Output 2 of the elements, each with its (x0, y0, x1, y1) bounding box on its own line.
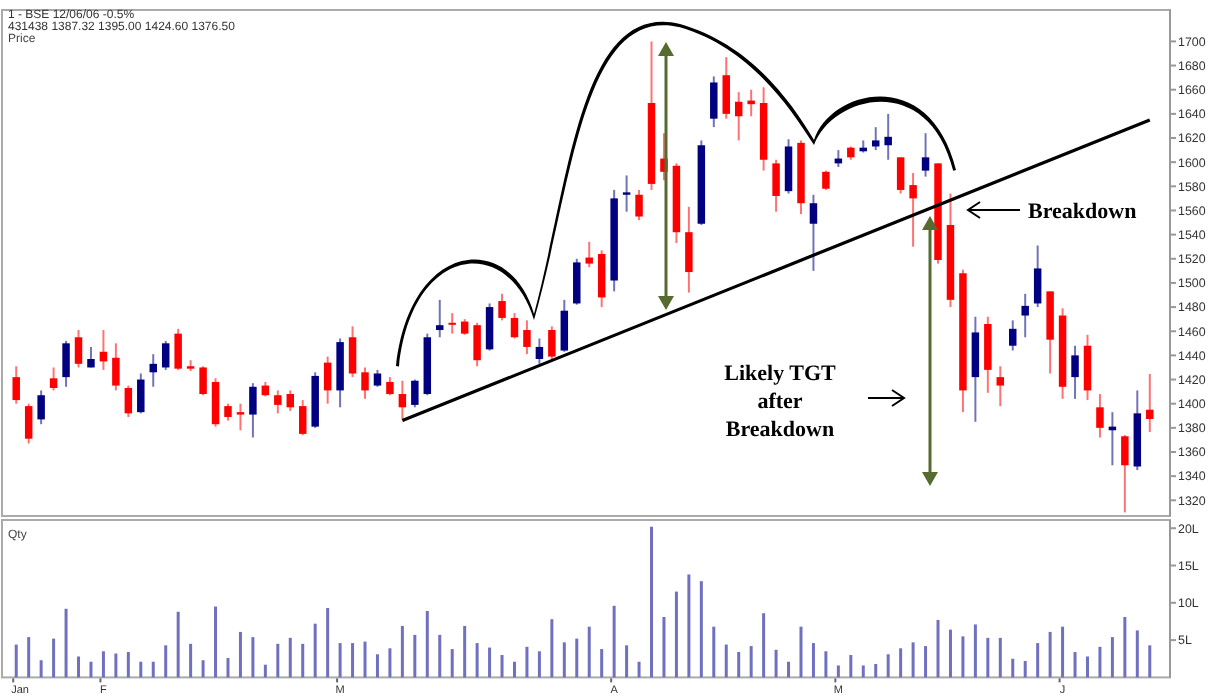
annotation: Likely TGT after Breakdown (724, 362, 838, 442)
annotation: Breakdown (1028, 199, 1137, 224)
